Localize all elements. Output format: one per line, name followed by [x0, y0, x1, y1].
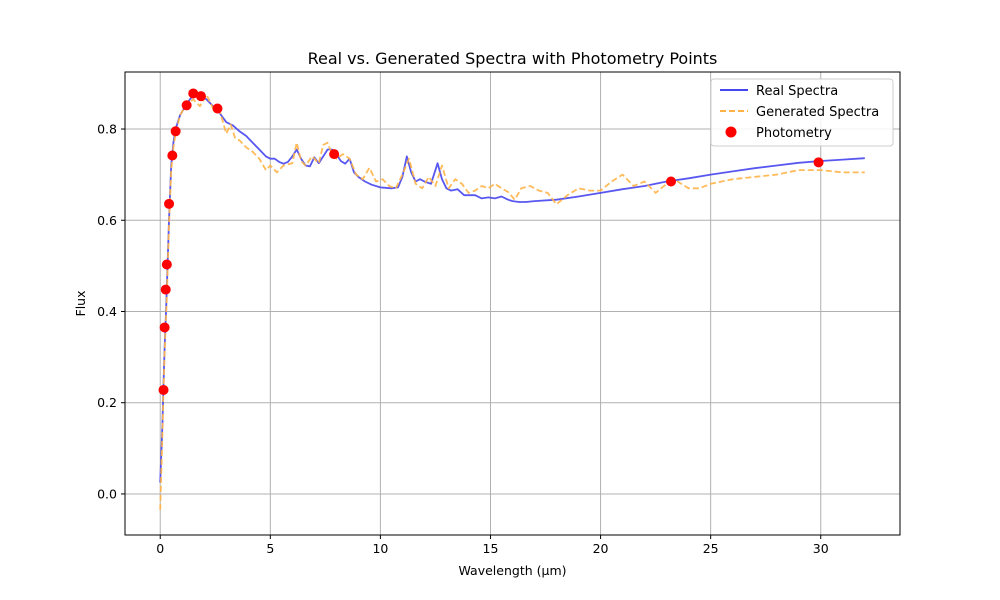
photometry-points	[158, 88, 824, 395]
y-tick-label: 0.8	[97, 122, 117, 137]
photometry-point	[167, 150, 178, 161]
x-axis-label: Wavelength (µm)	[458, 563, 566, 578]
grid	[125, 72, 900, 535]
photometry-point	[181, 100, 192, 111]
x-tick-label: 20	[593, 541, 609, 556]
x-tick-label: 30	[813, 541, 829, 556]
x-tick-label: 0	[156, 541, 164, 556]
x-tick-label: 15	[483, 541, 499, 556]
chart-title: Real vs. Generated Spectra with Photomet…	[308, 49, 718, 68]
photometry-point	[195, 91, 206, 102]
y-axis-label: Flux	[73, 291, 88, 317]
y-tick-label: 0.4	[97, 304, 117, 319]
legend-real-spectra-label: Real Spectra	[756, 84, 838, 99]
photometry-point	[170, 126, 181, 137]
x-tick-label: 10	[372, 541, 388, 556]
series-lines	[159, 93, 865, 510]
photometry-point	[164, 198, 175, 209]
photometry-point	[160, 284, 171, 295]
legend-box	[710, 78, 894, 147]
photometry-point	[329, 149, 340, 160]
legend-generated-spectra-label: Generated Spectra	[756, 105, 879, 120]
legend: Real Spectra Generated Spectra Photometr…	[710, 78, 894, 147]
x-tick-label: 5	[266, 541, 274, 556]
x-tick-label: 25	[703, 541, 719, 556]
y-tick-label: 0.2	[97, 395, 117, 410]
legend-photometry-label: Photometry	[756, 126, 832, 141]
photometry-point	[212, 103, 223, 114]
photometry-point	[161, 259, 172, 270]
plot-frame	[124, 71, 901, 536]
photometry-point	[158, 384, 169, 395]
real-spectra-line	[159, 93, 865, 483]
photometry-point	[188, 88, 199, 99]
photometry-point	[159, 322, 170, 333]
y-tick-label: 0.6	[97, 213, 117, 228]
photometry-point	[813, 157, 824, 168]
y-tick-label: 0.0	[97, 486, 117, 501]
photometry-point	[666, 176, 677, 187]
legend-photometry-swatch	[725, 126, 737, 138]
axes: 0 5 10 15 20 25 30 0.0 0.2 0.4 0.6 0.8	[97, 122, 829, 556]
